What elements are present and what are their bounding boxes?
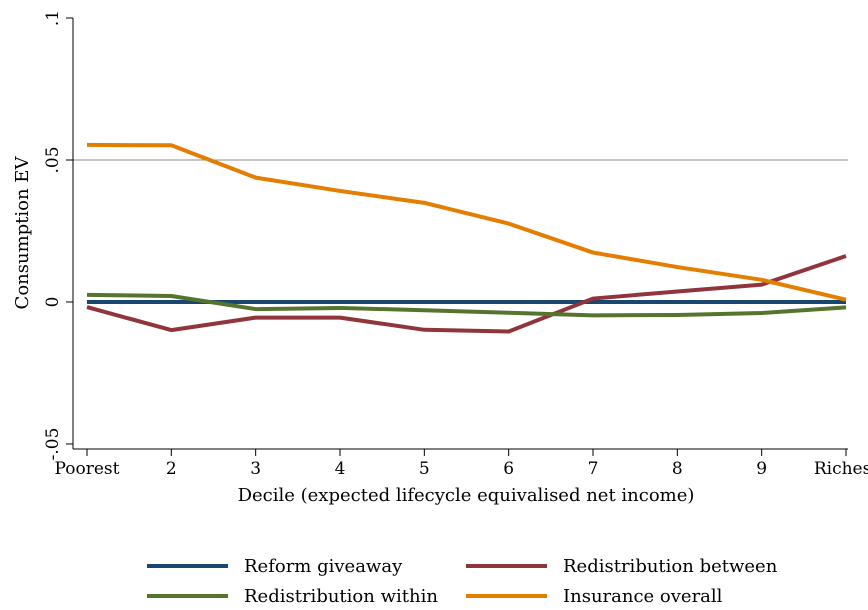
- x-tick-label: Poorest: [55, 459, 120, 479]
- legend-item-redistribution-within: Redistribution within: [147, 586, 438, 607]
- x-tick-label: Richest: [814, 459, 868, 479]
- x-tick-label: 7: [588, 459, 599, 479]
- x-tick-label: 8: [672, 459, 683, 479]
- x-tick-label: 6: [503, 459, 514, 479]
- y-tick-label: -.05: [43, 428, 63, 461]
- x-tick-label: 4: [335, 459, 346, 479]
- y-ticks: -.05 0 .05 .1: [43, 10, 73, 460]
- series-lines: [86, 142, 847, 334]
- legend-label-redistribution-within: Redistribution within: [244, 586, 438, 607]
- x-axis-label: Decile (expected lifecycle equivalised n…: [238, 485, 695, 506]
- series-line-redistribution-between: [86, 254, 847, 334]
- axes: [72, 18, 848, 450]
- legend-item-redistribution-between: Redistribution between: [466, 556, 778, 577]
- legend: Reform giveaway Redistribution between R…: [147, 556, 778, 607]
- legend-item-reform-giveaway: Reform giveaway: [147, 556, 403, 577]
- x-tick-label: 2: [166, 459, 177, 479]
- legend-label-redistribution-between: Redistribution between: [563, 556, 778, 577]
- y-tick-label: .05: [43, 146, 63, 173]
- legend-label-reform-giveaway: Reform giveaway: [244, 556, 403, 577]
- x-ticks: Poorest 2 3 4 5 6 7 8 9 Richest: [55, 449, 868, 479]
- legend-label-insurance-overall: Insurance overall: [563, 586, 723, 607]
- x-tick-label: 5: [419, 459, 430, 479]
- y-axis-label: Consumption EV: [12, 156, 33, 310]
- y-tick-label: 0: [43, 297, 63, 308]
- series-line-insurance-overall: [86, 142, 847, 302]
- series-line-redistribution-within: [86, 292, 847, 318]
- x-tick-label: 3: [250, 459, 261, 479]
- y-tick-label: .1: [43, 10, 63, 26]
- x-tick-label: 9: [756, 459, 767, 479]
- legend-item-insurance-overall: Insurance overall: [466, 586, 723, 607]
